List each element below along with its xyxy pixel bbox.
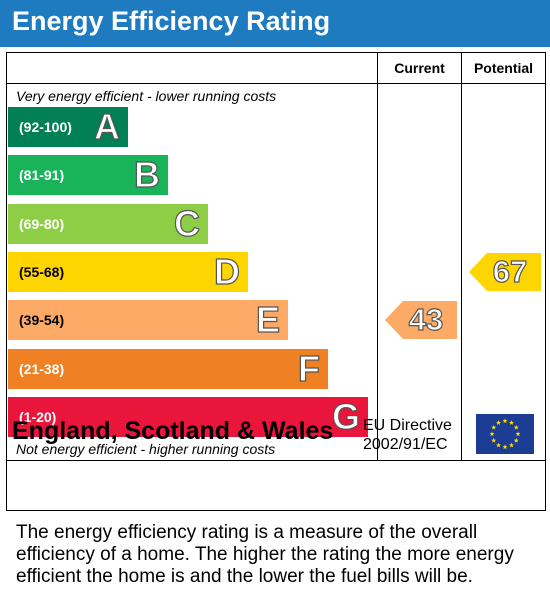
eu-star xyxy=(509,420,514,425)
eu-star xyxy=(489,431,495,437)
eu-star xyxy=(509,442,514,448)
footer-row-divider xyxy=(7,460,545,461)
current-rating-arrow-shape xyxy=(385,301,457,340)
title-banner: Energy Efficiency Rating xyxy=(0,0,550,47)
eu-star xyxy=(496,442,501,448)
band-range-label: (55-68) xyxy=(19,263,65,280)
potential-column-divider xyxy=(461,53,462,461)
band-letter: B xyxy=(133,154,160,196)
eu-star xyxy=(502,444,508,450)
eu-star xyxy=(515,431,521,437)
rating-band-b: (81-91) B xyxy=(8,154,168,196)
potential-rating-arrow-shape xyxy=(469,252,541,291)
band-letter: F xyxy=(297,347,320,389)
top-caption: Very energy efficient - lower running co… xyxy=(16,88,277,104)
rating-band-g: (1-20) G xyxy=(8,395,368,437)
current-column-divider xyxy=(377,53,378,461)
band-range-label: (81-91) xyxy=(19,167,65,184)
header-row-divider xyxy=(7,83,545,84)
band-letter: D xyxy=(213,250,240,292)
band-range-label: (21-38) xyxy=(19,360,65,377)
band-range-label: (69-80) xyxy=(19,215,65,232)
eu-directive: EU Directive 2002/91/EC xyxy=(363,416,452,454)
potential-rating-arrow-value: 67 xyxy=(492,253,528,289)
band-range-label: (1-20) xyxy=(19,408,57,425)
eu-directive-line2: 2002/91/EC xyxy=(363,436,448,453)
band-letter: E xyxy=(255,299,280,341)
eu-star xyxy=(502,418,508,424)
current-rating-arrow-value: 43 xyxy=(408,302,444,338)
country-label: England, Scotland & Wales xyxy=(12,417,334,445)
eu-directive-line1: EU Directive xyxy=(363,417,452,434)
eu-star xyxy=(496,420,501,425)
band-range-label: (39-54) xyxy=(19,312,65,329)
eu-star xyxy=(491,437,497,443)
rating-band-d: (55-68) D xyxy=(8,250,248,292)
eu-star xyxy=(491,424,497,430)
potential-column-header: Potential xyxy=(473,60,534,76)
potential-rating-arrow: 67 xyxy=(469,252,541,291)
band-letter: C xyxy=(173,202,200,244)
rating-table: Current Potential Very energy efficient … xyxy=(6,52,546,511)
band-letter: A xyxy=(93,106,120,147)
rating-band-c: (69-80) C xyxy=(8,202,208,244)
bottom-caption: Not energy efficient - higher running co… xyxy=(16,441,276,457)
rating-band-a: (92-100) A xyxy=(8,106,128,147)
eu-flag-icon xyxy=(476,414,534,454)
band-letter: G xyxy=(331,395,360,437)
page-title: Energy Efficiency Rating xyxy=(12,6,331,36)
band-range-label: (92-100) xyxy=(19,119,72,135)
eu-star xyxy=(513,437,519,443)
description-text: The energy efficiency rating is a measur… xyxy=(16,522,514,587)
current-rating-arrow: 43 xyxy=(385,301,457,340)
current-column-header: Current xyxy=(394,60,445,76)
eu-star xyxy=(513,424,519,430)
rating-band-e: (39-54) E xyxy=(8,299,288,341)
rating-band-f: (21-38) F xyxy=(8,347,328,389)
